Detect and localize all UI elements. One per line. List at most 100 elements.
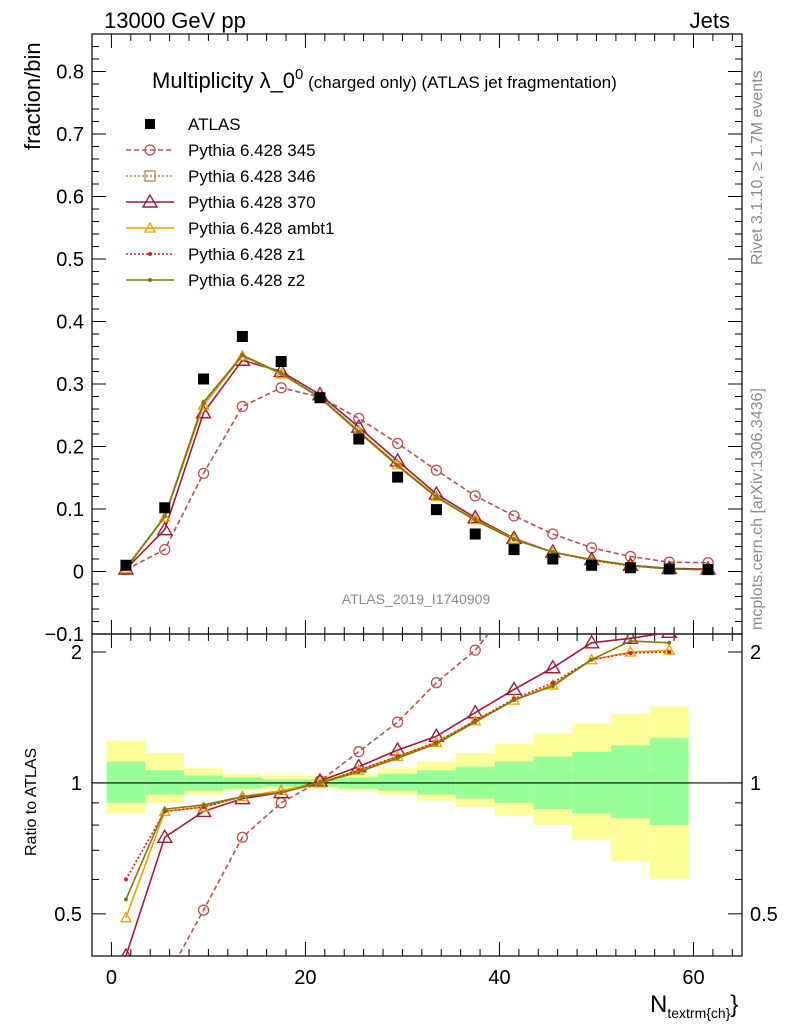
atlas-data-point [275, 356, 287, 367]
series-point [197, 398, 210, 410]
green-band-bin [611, 745, 650, 819]
ratio-point [667, 640, 672, 645]
ratio-plot-panel: 0 20 40 60 0.5 0.5 1 1 2 2 [54, 633, 778, 989]
ratio-point [628, 638, 633, 643]
series-point [550, 550, 555, 555]
ratio-point [589, 657, 594, 662]
series-point [197, 467, 210, 480]
series-line [125, 354, 709, 571]
ratio-point [624, 645, 637, 657]
ratio-point [353, 746, 365, 758]
series-point [275, 367, 288, 379]
atlas-data-point [469, 528, 481, 540]
series-point [275, 382, 287, 394]
ratio-point [663, 643, 676, 655]
series-z1 [123, 353, 711, 572]
ratio-series [121, 634, 678, 956]
legend-label: ATLAS [188, 115, 241, 134]
series-point [512, 537, 517, 542]
atlas-data-point [236, 331, 248, 342]
x-tick-label: 60 [682, 967, 704, 989]
legend-marker [148, 252, 152, 256]
legend-marker [143, 221, 157, 233]
ratio-y-tick-label: 1 [71, 773, 82, 795]
ratio-point [275, 784, 288, 796]
y-tick-label: 0 [73, 562, 84, 584]
legend-label: Pythia 6.428 370 [188, 193, 316, 212]
ratio-point [201, 802, 206, 807]
ratio-point [622, 634, 639, 645]
ratio-point [661, 634, 678, 638]
ratio-point [275, 797, 287, 809]
atlas-data-point [430, 504, 442, 516]
green-band-bin [494, 761, 534, 803]
series-point [236, 349, 249, 361]
green-band-bin [378, 773, 417, 791]
ratio-point [352, 763, 365, 775]
legend-marker [148, 278, 152, 282]
ratio-series [123, 638, 672, 902]
atlas-data-point [353, 433, 365, 445]
main-plot-panel: −0.1 0 0.1 0.2 0.3 0.4 0.5 0.6 0.7 0.8 [45, 33, 743, 646]
ratio-point [240, 794, 245, 799]
ratio-point [430, 677, 443, 689]
plot-title: Multiplicity λ_00 (charged only) (ATLAS … [152, 66, 617, 93]
series-point [469, 490, 481, 502]
y-tick-label: 0.8 [56, 62, 84, 84]
series-point [395, 463, 400, 468]
ratio-point [279, 790, 284, 795]
ratio-point [356, 769, 361, 774]
ratio-point [160, 976, 170, 986]
legend-marker [144, 144, 156, 156]
ratio-point [311, 772, 329, 787]
ratio-point [195, 803, 212, 818]
ratio-y-tick-label: 1 [750, 773, 761, 795]
ratio-point [395, 756, 400, 761]
atlas-data-point [120, 559, 132, 571]
atlas-data-point [198, 373, 210, 385]
ratio-point [197, 800, 210, 812]
series-point [159, 543, 171, 556]
x-tick-label: 0 [106, 967, 117, 989]
ratio-point [197, 904, 210, 916]
atlas-data-point [314, 392, 326, 404]
y-axis-label: fraction/bin [20, 42, 45, 150]
series-point [156, 521, 173, 536]
x-tick-label: 40 [488, 967, 510, 989]
series-point [279, 371, 284, 376]
series-345 [120, 382, 714, 576]
ratio-y-tick-label: 2 [750, 642, 761, 664]
atlas-data-point [547, 553, 559, 565]
y-tick-label: 0.3 [56, 374, 84, 396]
ratio-series-group [119, 634, 678, 986]
ratio-point [434, 741, 439, 746]
y-tick-label: 0.7 [56, 124, 84, 146]
ratio-point [119, 911, 133, 923]
ratio-point [550, 684, 555, 689]
series-line [125, 354, 709, 571]
ratio-point [123, 877, 128, 882]
series-ambt1 [119, 349, 715, 575]
ratio-line [125, 634, 664, 956]
series-point [201, 400, 206, 405]
x-tick-label: 20 [294, 967, 316, 989]
ratio-point [391, 716, 404, 728]
ratio-point [667, 650, 672, 655]
atlas-data-point [392, 471, 404, 483]
series-point [162, 514, 167, 519]
atlas-data-point [663, 563, 675, 575]
series-point [430, 464, 443, 476]
legend: ATLAS Pythia 6.428 345 Pythia 6.428 346 Pyt… [126, 115, 334, 290]
ratio-point [123, 897, 128, 902]
legend-marker [141, 193, 159, 208]
green-band-bin [106, 761, 146, 803]
series-point [353, 412, 365, 425]
ratio-point [121, 947, 131, 956]
series-line [125, 386, 709, 571]
legend-marker [144, 170, 156, 182]
green-band-bin [649, 737, 689, 826]
rivet-version-label: Rivet 3.1.10, ≥ 1.7M events [749, 70, 766, 265]
series-point [272, 363, 290, 378]
ratio-point [544, 659, 562, 674]
